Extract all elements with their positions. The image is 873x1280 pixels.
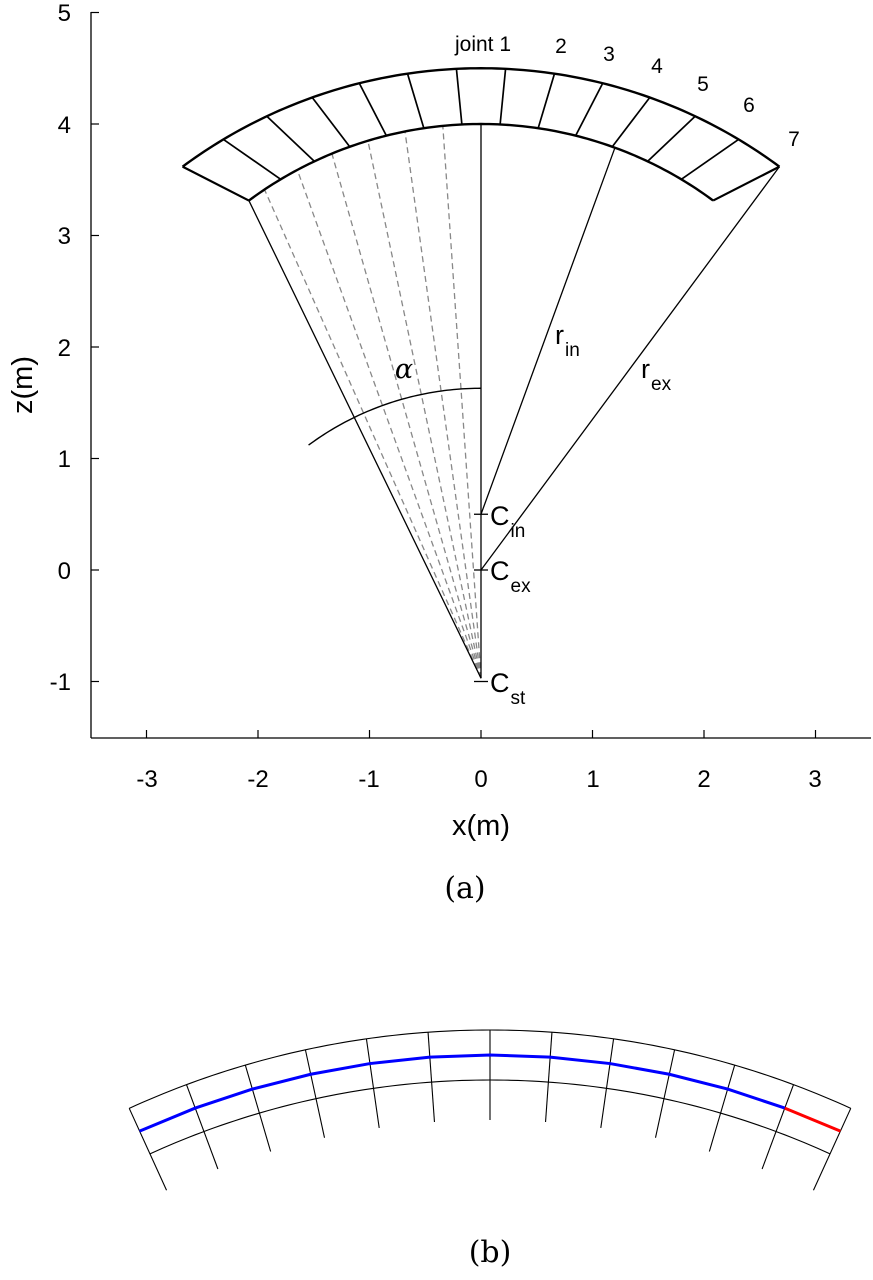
panel-b-spine [139,1053,841,1133]
z-tick-label: 0 [58,558,71,585]
x-tick-label: 1 [586,766,599,793]
arc-shapes [181,67,781,446]
b-block-separator [654,1049,676,1138]
joint-ray [367,140,482,679]
alpha-label: α [395,354,413,385]
alpha-arc [308,387,482,446]
outer-arc [181,67,781,168]
x-tick-label: 3 [808,766,821,793]
block-separator [611,96,651,148]
block-separator [574,82,604,137]
b-block-separator [128,1108,168,1191]
r-ex-sub: ex [651,374,672,395]
block-separator [266,115,315,162]
joint-ray [442,125,482,679]
block-separator [311,96,351,148]
c-in-sub: in [511,521,526,542]
block-separator [222,138,282,181]
r-ex-main: r [641,354,650,384]
panel-b-blocks [128,1029,852,1191]
joint-label: 4 [651,55,663,78]
center-markers [474,513,488,683]
z-tick-label: 4 [58,112,71,139]
x-tick-label: -2 [247,766,268,793]
joint-ray [263,189,482,679]
joint-label: 2 [555,35,567,58]
c-in-label: Cin [490,501,525,542]
right-end-cap [712,165,780,202]
block-separator [537,73,556,129]
r-in-line [480,147,616,515]
r-in-label: rin [555,320,580,361]
b-block-separator [761,1084,795,1170]
z-tick-label: 3 [58,223,71,250]
z-tick-label: 2 [58,335,71,362]
c-ex-label: Cex [490,556,531,597]
panel-b-drawing: (b) [128,1029,852,1270]
z-axis-label: z(m) [7,356,39,414]
b-block-separator [304,1049,326,1138]
x-tick-label: -3 [136,766,157,793]
joint-label: 6 [743,94,755,117]
panel-a-plot: -3 -2 -1 0 1 2 3 -1 0 1 2 3 4 5 x(m) z(m… [7,0,871,906]
x-axis-label: x(m) [452,810,510,842]
joint-label: 7 [788,128,800,151]
caption-b: (b) [469,1235,512,1270]
block-separator [499,68,507,125]
r-in-main: r [555,320,564,350]
b-blue-spine [139,1053,786,1133]
b-block-separator [544,1032,553,1123]
axis-ticks [91,11,817,738]
r-in-sub: in [565,340,580,361]
joint-label: 5 [697,73,709,96]
boundary-rays [248,124,780,679]
b-block-separator [427,1032,436,1123]
x-tick-label: -1 [358,766,379,793]
block-separator [406,73,425,129]
b-block-separator [185,1084,219,1170]
c-st-label: Cst [490,668,526,709]
x-tick-labels: -3 -2 -1 0 1 2 3 [136,766,821,793]
c-st-sub: st [511,688,527,709]
z-tick-label: -1 [50,669,71,696]
b-red-end-segment [784,1106,841,1133]
joint-labels: joint 1 2 3 4 5 6 7 [454,33,800,151]
block-separator [358,82,388,137]
caption-a: (a) [444,871,485,906]
c-in-main: C [490,501,510,531]
c-ex-sub: ex [511,576,532,597]
left-boundary-ray [248,200,482,679]
left-end-cap [182,165,250,202]
r-ex-line [480,166,780,571]
x-tick-label: 0 [474,766,487,793]
b-block-separator [600,1038,615,1128]
c-ex-main: C [490,556,510,586]
joint-ray [296,169,482,679]
r-ex-label: rex [641,354,672,395]
x-tick-label: 2 [697,766,710,793]
joint-label: 3 [603,43,615,66]
z-tick-label: 1 [58,446,71,473]
z-tick-label: 5 [58,0,71,27]
joint-ray [331,153,482,679]
joint-rays-dashed [263,125,482,679]
block-separator [680,138,740,181]
block-separator [455,68,463,125]
inner-arc [248,122,714,202]
z-tick-labels: -1 0 1 2 3 4 5 [50,0,71,696]
b-block-separator [812,1108,852,1191]
block-separator [647,115,696,162]
b-block-separator [244,1064,272,1152]
joint-ray [404,131,482,679]
joint-label: joint 1 [454,33,511,56]
b-block-separator [708,1064,736,1152]
c-st-main: C [490,668,510,698]
b-block-separator [365,1038,380,1128]
